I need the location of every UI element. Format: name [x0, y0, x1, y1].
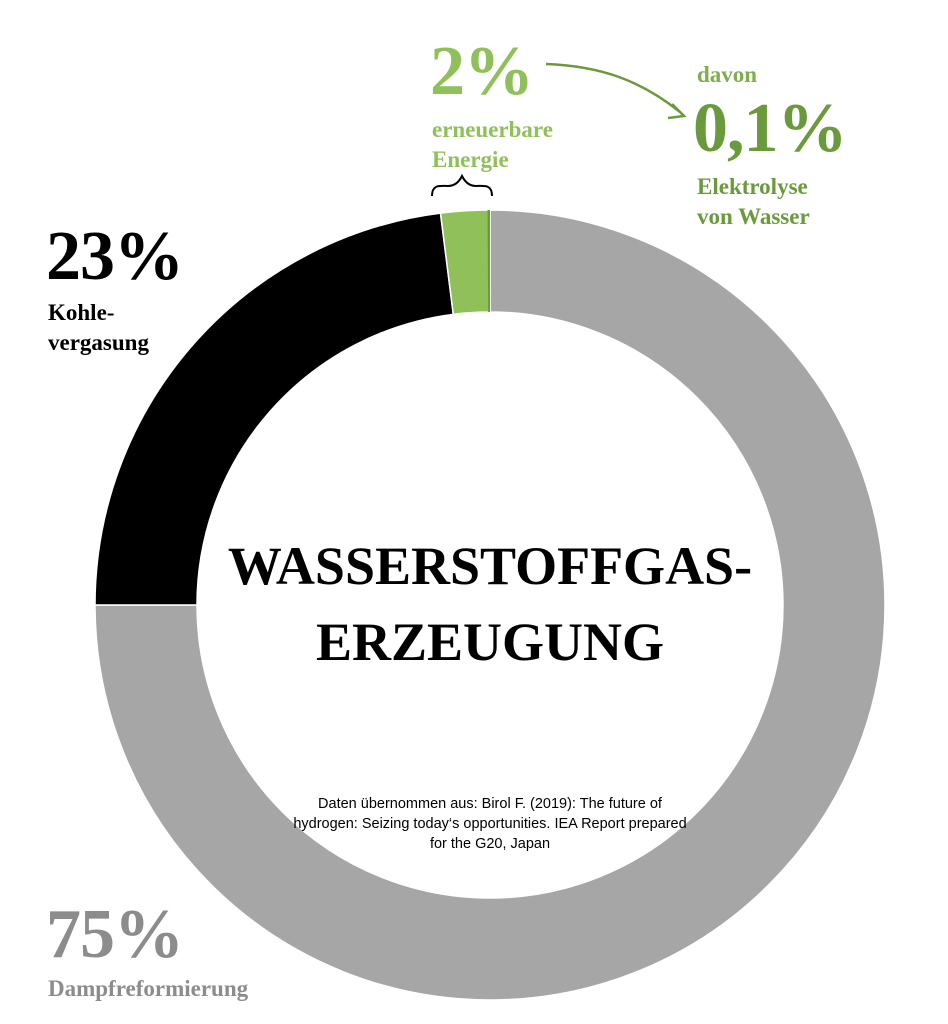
breakdown-prefix: davon — [697, 62, 758, 87]
donut-segment — [94, 212, 455, 606]
category-label: erneuerbare Energie — [432, 117, 553, 172]
arrow — [545, 62, 681, 113]
breakdown-value-label: 0,1% — [693, 90, 847, 167]
category-label: Dampfreformierung — [48, 976, 249, 1001]
arrow-head — [667, 103, 687, 120]
value-label: 2% — [430, 33, 534, 110]
chart-title: WASSERSTOFFGAS- ERZEUGUNG — [227, 536, 753, 672]
donut-segment — [94, 209, 886, 1001]
breakdown-name: Elektrolyse von Wasser — [697, 174, 810, 229]
value-label: 75% — [46, 896, 184, 973]
brace — [431, 173, 493, 197]
source-note: Daten übernommen aus: Birol F. (2019): T… — [293, 796, 687, 852]
value-label: 23% — [46, 218, 184, 295]
category-label: Kohle- vergasung — [48, 300, 149, 355]
breakdown-segment — [487, 210, 490, 313]
